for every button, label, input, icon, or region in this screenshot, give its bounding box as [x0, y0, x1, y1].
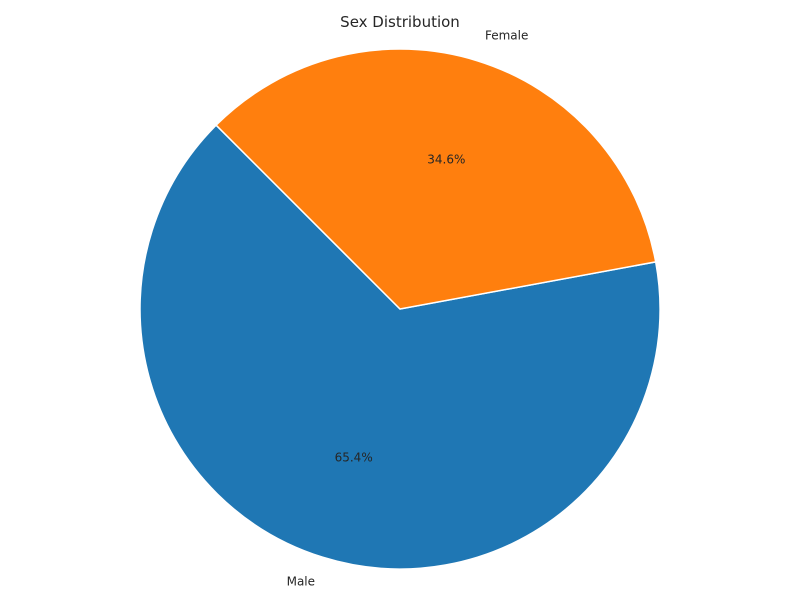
slice-percent-female: 34.6%	[427, 153, 465, 167]
slice-percent-male: 65.4%	[335, 450, 373, 464]
pie-slice-male	[139, 124, 661, 570]
pie-labels: Male 65.4% Female 34.6%	[287, 28, 529, 588]
pie-slices	[139, 48, 661, 570]
pie-slice-female	[215, 48, 657, 310]
slice-label-male: Male	[287, 575, 315, 589]
slice-label-female: Female	[485, 28, 528, 42]
chart-title: Sex Distribution	[340, 13, 460, 31]
